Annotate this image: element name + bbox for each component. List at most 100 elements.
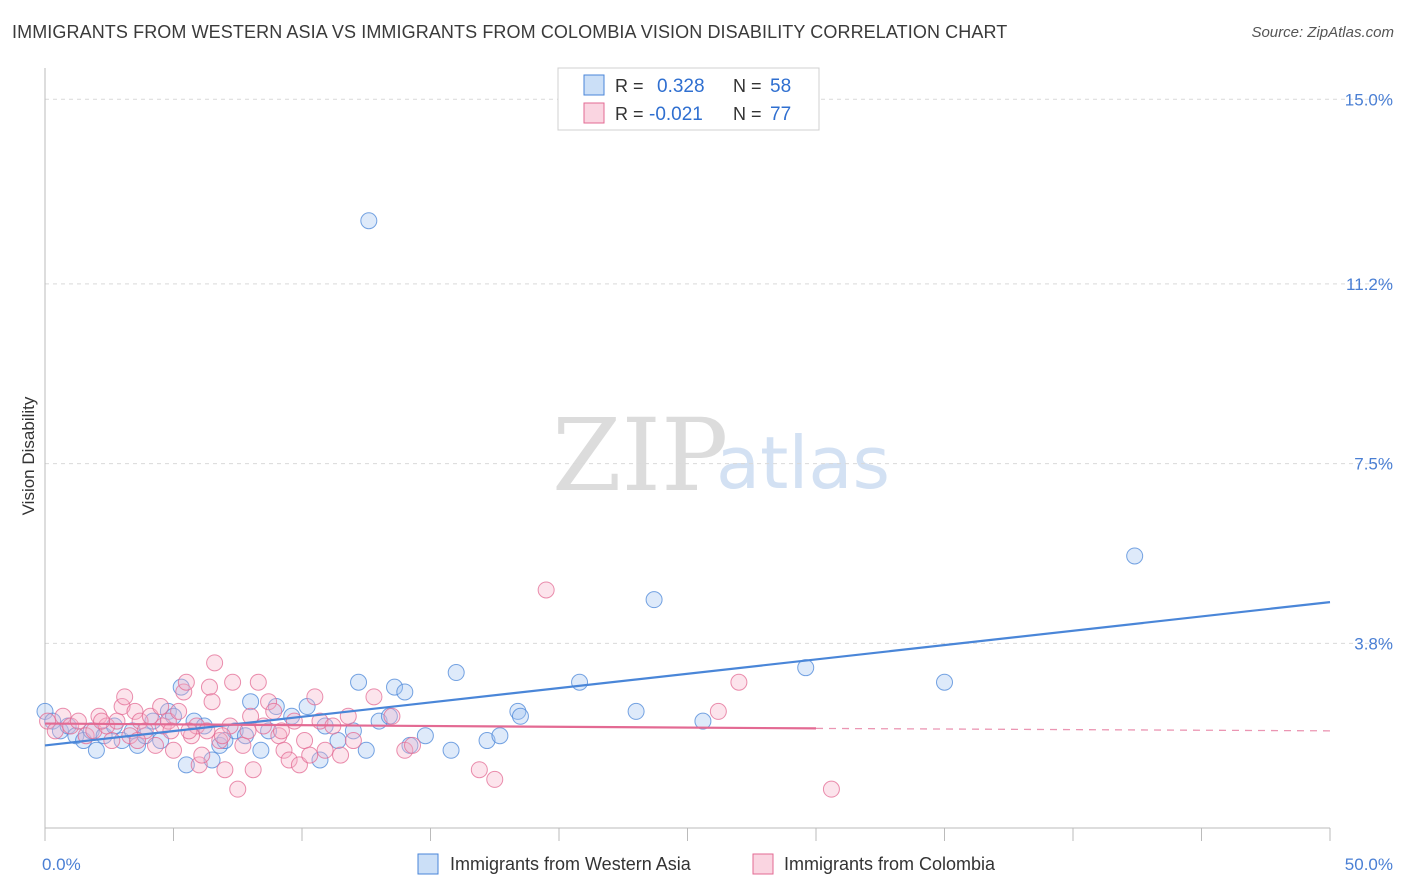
point-colombia	[316, 741, 334, 759]
legend-swatch-colombia	[583, 102, 605, 124]
point-western-asia	[211, 736, 229, 754]
bottom-legend-label-western-asia: Immigrants from Western Asia	[450, 854, 692, 874]
point-colombia	[147, 736, 165, 754]
point-western-asia	[694, 712, 712, 730]
point-colombia	[383, 707, 401, 725]
point-colombia	[822, 780, 840, 798]
point-western-asia	[311, 751, 329, 769]
point-colombia	[113, 698, 131, 716]
point-colombia	[365, 688, 383, 706]
point-western-asia	[87, 741, 105, 759]
point-colombia	[193, 746, 211, 764]
point-western-asia	[350, 673, 368, 691]
point-colombia	[296, 732, 314, 750]
point-western-asia	[936, 673, 953, 691]
point-western-asia	[1126, 547, 1144, 565]
bottom-legend-swatch-western-asia	[417, 853, 439, 875]
chart-title: IMMIGRANTS FROM WESTERN ASIA VS IMMIGRAN…	[12, 22, 1008, 42]
point-western-asia	[177, 756, 195, 774]
legend-r-value-2: -0.021	[649, 104, 703, 125]
series-legend: Immigrants from Western Asia Immigrants …	[417, 853, 996, 875]
legend-n-value-1: 58	[770, 76, 791, 97]
point-colombia	[200, 678, 218, 696]
trendline-colombia-extension	[815, 727, 1331, 732]
point-colombia	[182, 727, 200, 745]
points-layer	[36, 212, 1144, 798]
point-western-asia	[386, 678, 404, 696]
point-western-asia	[491, 727, 509, 745]
point-colombia	[265, 702, 283, 720]
point-western-asia	[357, 741, 375, 759]
point-colombia	[249, 673, 267, 691]
point-colombia	[301, 746, 319, 764]
legend-n-value-2: 77	[770, 104, 791, 125]
y-axis-label: Vision Disability	[19, 396, 38, 515]
point-western-asia	[571, 673, 589, 691]
point-western-asia	[252, 741, 270, 759]
point-colombia	[234, 736, 252, 754]
point-colombia	[224, 673, 242, 691]
point-colombia	[280, 751, 298, 769]
point-western-asia	[416, 727, 434, 745]
point-western-asia	[396, 683, 414, 701]
point-colombia	[260, 693, 278, 711]
point-western-asia	[203, 751, 221, 769]
watermark-atlas: atlas	[716, 421, 890, 505]
point-colombia	[165, 741, 182, 759]
point-colombia	[126, 702, 144, 720]
y-tick-label: 11.2%	[1346, 275, 1393, 294]
point-western-asia	[360, 212, 378, 230]
x-tick-label-max: 50.0%	[1345, 855, 1393, 874]
point-colombia	[190, 756, 208, 774]
trend-layer	[44, 601, 1331, 747]
point-colombia	[470, 761, 488, 779]
bottom-legend-label-colombia: Immigrants from Colombia	[784, 854, 996, 874]
point-western-asia	[511, 707, 529, 725]
y-tick-label: 7.5%	[1354, 455, 1393, 474]
point-western-asia	[172, 678, 190, 696]
point-colombia	[206, 654, 224, 672]
point-colombia	[93, 712, 111, 730]
point-colombia	[229, 780, 247, 798]
legend-r-label-1: R =	[615, 76, 644, 96]
y-tick-label: 3.8%	[1354, 634, 1393, 653]
y-tick-label: 15.0%	[1345, 90, 1393, 109]
point-colombia	[404, 736, 422, 754]
legend-r-value-1: 0.328	[657, 76, 705, 97]
trendline-western-asia	[44, 601, 1331, 747]
point-colombia	[486, 770, 504, 788]
trendline-colombia	[44, 722, 817, 730]
point-colombia	[344, 732, 362, 750]
watermark-zip: ZIP	[552, 397, 728, 514]
point-colombia	[275, 741, 293, 759]
point-colombia	[116, 688, 134, 706]
point-colombia	[177, 673, 195, 691]
point-colombia	[537, 581, 555, 599]
point-colombia	[103, 732, 121, 750]
point-colombia	[69, 712, 87, 730]
correlation-legend: R = 0.328 N = 58 R = -0.021 N = 77	[557, 67, 820, 131]
point-western-asia	[226, 722, 244, 740]
point-colombia	[203, 693, 221, 711]
legend-n-label-2: N =	[733, 104, 762, 124]
point-western-asia	[442, 741, 460, 759]
axis-layer: 3.8% 7.5% 11.2% 15.0% 0.0% 50.0%	[42, 68, 1393, 874]
point-colombia	[244, 761, 262, 779]
x-tick-label-min: 0.0%	[42, 855, 81, 874]
point-colombia	[46, 722, 64, 740]
bottom-legend-swatch-colombia	[752, 853, 774, 875]
point-colombia	[213, 727, 231, 745]
point-colombia	[332, 746, 350, 764]
point-western-asia	[509, 702, 527, 720]
legend-r-label-2: R =	[615, 104, 644, 124]
point-western-asia	[645, 591, 663, 609]
point-colombia	[152, 698, 170, 716]
point-colombia	[108, 712, 126, 730]
point-colombia	[709, 702, 727, 720]
point-colombia	[170, 702, 188, 720]
point-colombia	[272, 722, 290, 740]
point-western-asia	[236, 727, 254, 745]
point-western-asia	[478, 732, 496, 750]
watermark: ZIP atlas	[552, 397, 890, 514]
